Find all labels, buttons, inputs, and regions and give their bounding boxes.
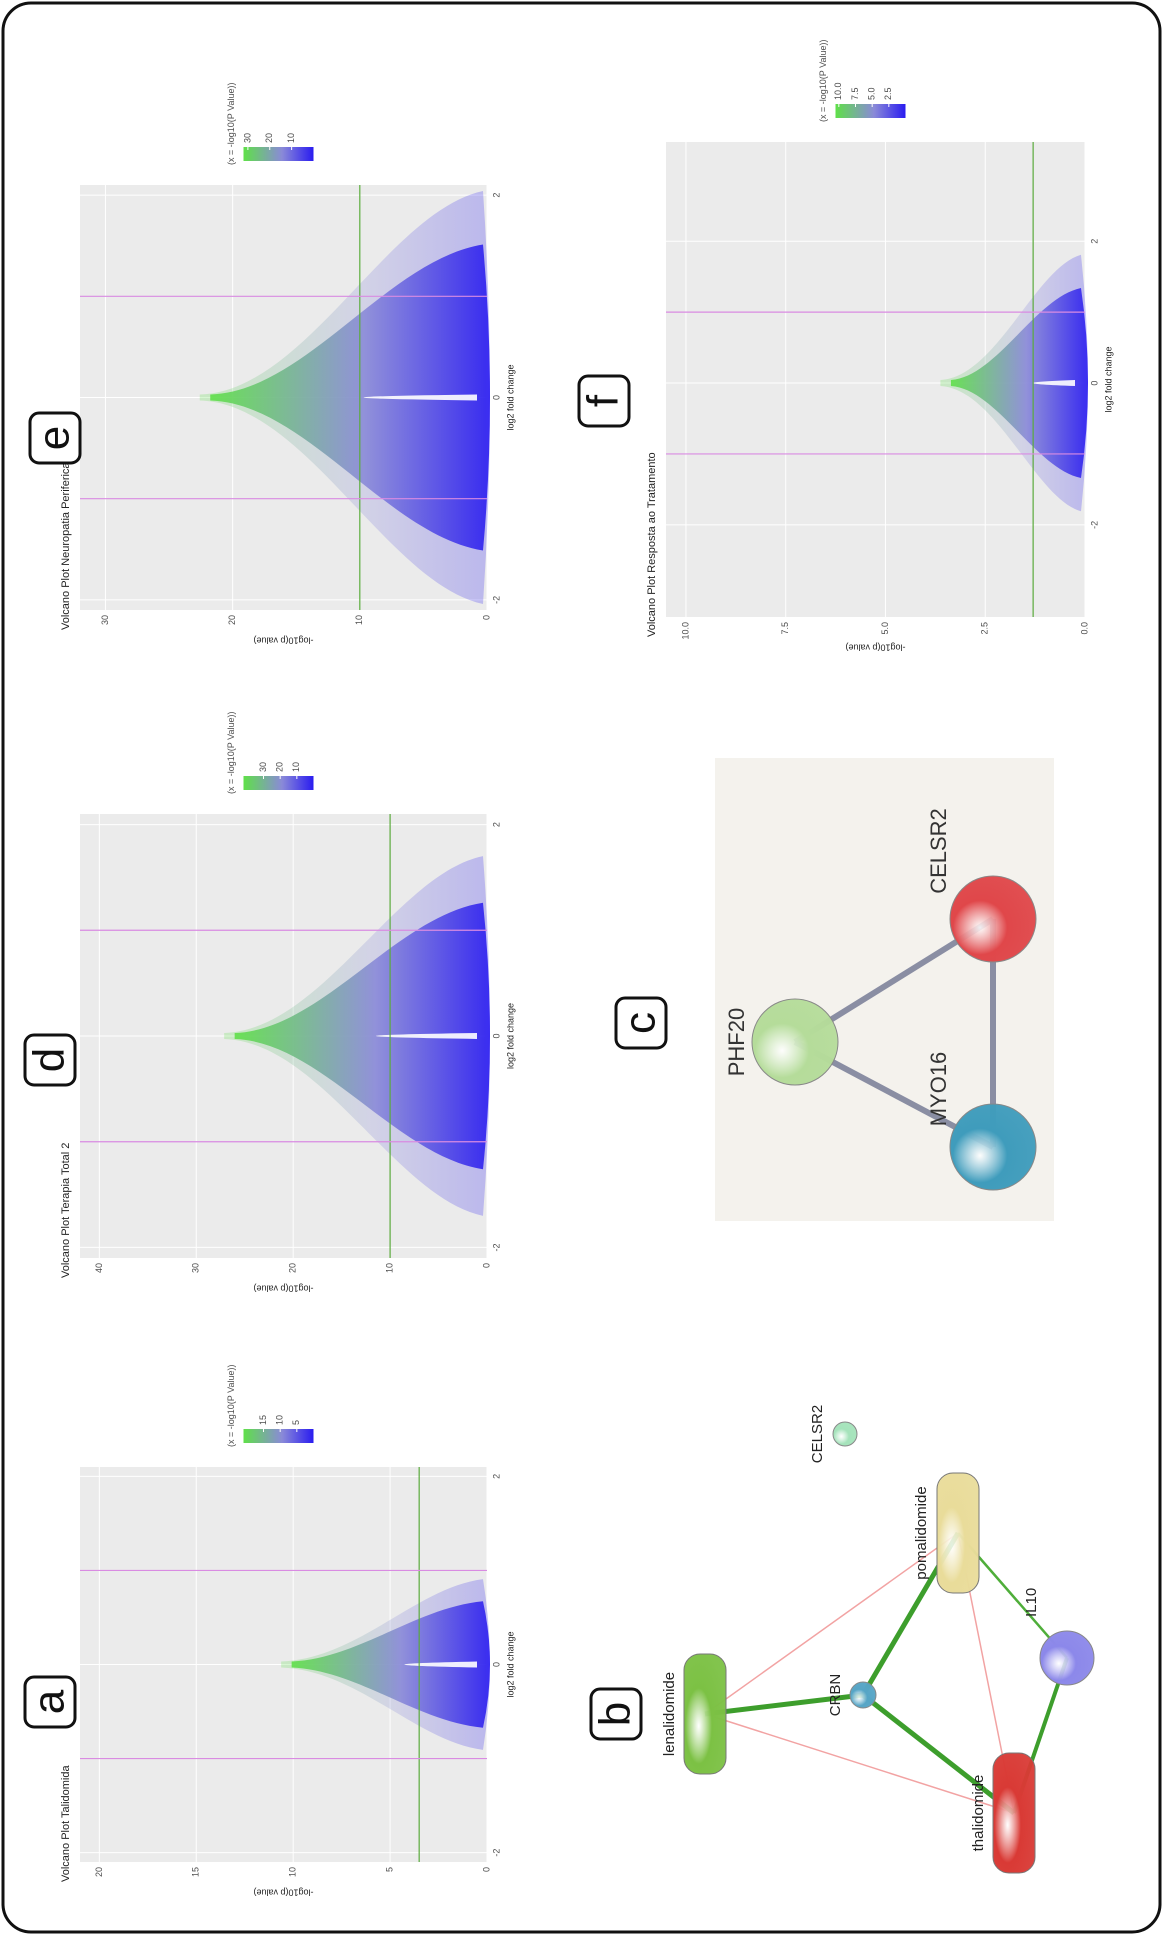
node-label: CRBN	[827, 1674, 844, 1717]
y-tick-label: 10	[384, 1263, 394, 1273]
plot-title: Volcano Plot Resposta ao Tratamento	[646, 452, 658, 637]
y-axis-title: -log10(p value)	[253, 1888, 313, 1898]
panel-label: d	[25, 1048, 74, 1072]
network-node	[950, 876, 1036, 962]
x-tick-label: -2	[491, 596, 501, 604]
network-node	[1040, 1631, 1094, 1685]
x-axis-title: log2 fold change	[505, 364, 515, 430]
y-tick-label: 20	[288, 1263, 298, 1273]
network-node	[950, 1104, 1036, 1190]
x-tick-label: 2	[491, 822, 501, 827]
legend-tick-label: 10	[275, 1415, 285, 1425]
y-tick-label: 0	[481, 1867, 491, 1872]
node-label: lenalidomide	[661, 1672, 678, 1756]
x-axis-title: log2 fold change	[505, 1631, 515, 1697]
network-node	[833, 1422, 857, 1446]
legend-tick-label: 20	[264, 133, 274, 143]
panel-label: a	[25, 1689, 74, 1714]
y-tick-label: 40	[94, 1263, 104, 1273]
panel-label: b	[591, 1702, 640, 1726]
x-tick-label: -2	[1089, 521, 1099, 529]
y-tick-label: 10	[354, 615, 364, 625]
y-tick-label: 15	[191, 1867, 201, 1877]
x-tick-label: 2	[491, 1474, 501, 1479]
x-tick-label: 2	[491, 193, 501, 198]
panel-label: e	[30, 426, 79, 450]
legend-title: (x = -log10(P Value))	[226, 1365, 236, 1447]
network-node	[937, 1473, 979, 1593]
x-tick-label: 0	[491, 1662, 501, 1667]
x-tick-label: -2	[491, 1243, 501, 1251]
network-node	[850, 1682, 876, 1708]
node-label: MYO16	[926, 1052, 951, 1127]
legend-title: (x = -log10(P Value))	[226, 83, 236, 165]
legend-colorbar	[244, 776, 314, 790]
node-label: CELSR2	[926, 808, 951, 894]
legend-tick-label: 5.0	[867, 87, 877, 100]
legend-tick-label: 20	[275, 762, 285, 772]
y-tick-label: 20	[227, 615, 237, 625]
y-tick-label: 30	[100, 615, 110, 625]
x-tick-label: -2	[491, 1849, 501, 1857]
node-label: IL10	[1023, 1588, 1040, 1617]
legend-tick-label: 2.5	[883, 87, 893, 100]
network-node	[684, 1654, 726, 1774]
plot-title: Volcano Plot Talidomida	[60, 1765, 72, 1882]
y-axis-title: -log10(p value)	[253, 1284, 313, 1294]
plot-title: Volcano Plot Neuropatia Periferica	[60, 462, 72, 630]
legend-title: (x = -log10(P Value))	[818, 40, 828, 122]
legend-tick-label: 10	[286, 133, 296, 143]
plot-title: Volcano Plot Terapia Total 2	[60, 1143, 72, 1278]
legend-tick-label: 30	[258, 762, 268, 772]
network-node	[752, 999, 838, 1085]
y-tick-label: 0	[481, 615, 491, 620]
legend-tick-label: 10.0	[833, 82, 843, 100]
y-tick-label: 7.5	[780, 622, 790, 635]
network-node	[993, 1753, 1035, 1873]
y-tick-label: 20	[94, 1867, 104, 1877]
legend-tick-label: 30	[242, 133, 252, 143]
node-label: CELSR2	[809, 1405, 826, 1463]
y-axis-title: -log10(p value)	[253, 636, 313, 646]
figure-canvas: 05101520-202Volcano Plot Talidomidalog2 …	[0, 0, 1163, 1935]
node-label: thalidomide	[970, 1775, 987, 1852]
y-tick-label: 0	[481, 1263, 491, 1268]
legend-colorbar	[244, 1429, 314, 1443]
x-axis-title: log2 fold change	[1103, 346, 1113, 412]
y-tick-label: 10	[288, 1867, 298, 1877]
panel-label: f	[579, 394, 628, 407]
legend-colorbar	[836, 104, 906, 118]
y-tick-label: 2.5	[980, 622, 990, 635]
x-tick-label: 2	[1089, 239, 1099, 244]
node-label: PHF20	[724, 1008, 749, 1076]
legend-tick-label: 5	[291, 1420, 301, 1425]
legend-tick-label: 7.5	[850, 87, 860, 100]
y-tick-label: 5	[384, 1867, 394, 1872]
legend-tick-label: 10	[291, 762, 301, 772]
figure: 05101520-202Volcano Plot Talidomidalog2 …	[0, 0, 1163, 1935]
x-tick-label: 0	[491, 1033, 501, 1038]
legend-tick-label: 15	[258, 1415, 268, 1425]
x-tick-label: 0	[1089, 381, 1099, 386]
x-tick-label: 0	[491, 395, 501, 400]
x-axis-title: log2 fold change	[505, 1003, 515, 1069]
legend-colorbar	[244, 147, 314, 161]
legend-title: (x = -log10(P Value))	[226, 712, 236, 794]
y-tick-label: 10.0	[680, 622, 690, 640]
y-tick-label: 5.0	[880, 622, 890, 635]
y-tick-label: 30	[191, 1263, 201, 1273]
panel-label: c	[616, 1012, 665, 1034]
y-tick-label: 0.0	[1079, 622, 1089, 635]
y-axis-title: -log10(p value)	[845, 643, 905, 653]
page: {"chart_data": [ {"type": "volcano", "pa…	[0, 0, 1163, 1935]
node-label: pomalidomide	[913, 1486, 930, 1579]
